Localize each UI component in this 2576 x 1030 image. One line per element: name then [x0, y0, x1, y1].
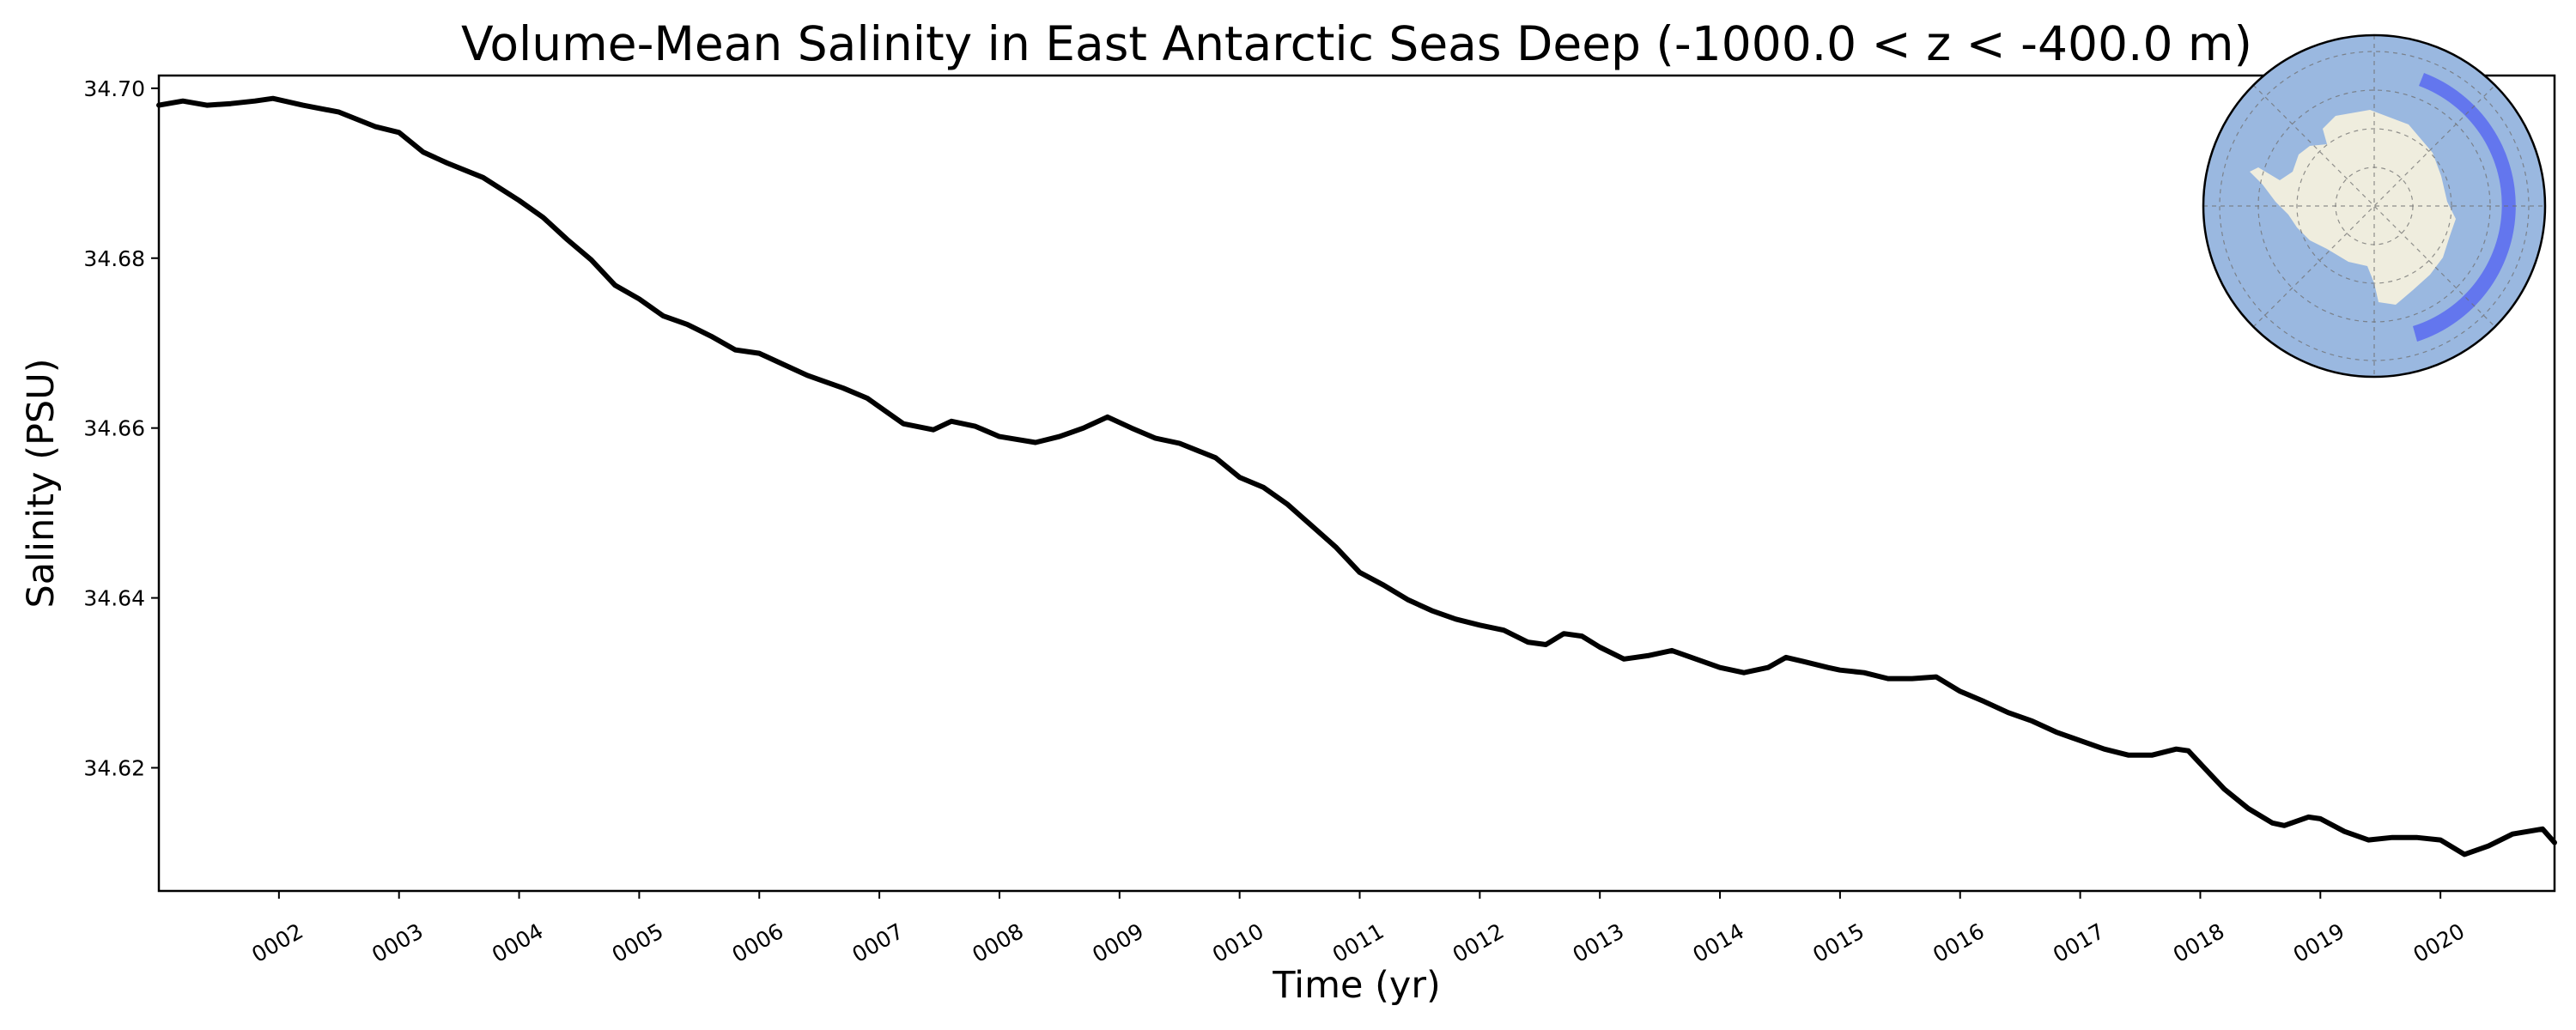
y-tick-label: 34.68 — [83, 246, 145, 271]
inset-latitude-line — [2219, 51, 2530, 361]
x-tick-label: 0003 — [368, 918, 428, 967]
inset-meridian-line — [2252, 84, 2496, 328]
x-tick-label: 0018 — [2169, 918, 2229, 967]
x-tick-label: 0008 — [968, 918, 1028, 967]
x-tick-label: 0005 — [608, 918, 668, 967]
y-tick-label: 34.70 — [83, 76, 145, 101]
y-tick-label: 34.64 — [83, 586, 145, 611]
x-tick-label: 0014 — [1688, 918, 1748, 967]
y-axis-ticks: 34.62 34.64 34.66 34.68 34.70 — [83, 76, 159, 781]
chart-title: Volume-Mean Salinity in East Antarctic S… — [461, 16, 2252, 71]
x-tick-label: 0002 — [247, 918, 307, 967]
x-tick-label: 0016 — [1929, 918, 1989, 967]
x-tick-label: 0020 — [2409, 918, 2470, 967]
x-tick-label: 0006 — [728, 918, 788, 967]
inset-meridian-line — [2252, 84, 2496, 328]
x-tick-label: 0007 — [848, 918, 908, 967]
x-tick-label: 0011 — [1328, 918, 1388, 967]
east-antarctic-seas-region — [2413, 73, 2516, 342]
x-tick-label: 0004 — [488, 918, 548, 967]
x-tick-label: 0013 — [1569, 918, 1629, 967]
plot-area — [156, 74, 2557, 893]
y-tick-label: 34.66 — [83, 416, 145, 441]
antarctica-inset-map — [2202, 33, 2547, 379]
plot-frame — [157, 74, 2556, 893]
y-axis-label: Salinity (PSU) — [20, 359, 63, 609]
inset-globe-outline — [2202, 33, 2547, 379]
inset-latitude-line — [2296, 128, 2452, 284]
x-axis-ticks: 0002 0003 0004 0005 0006 0007 0008 0009 0010 0011… — [247, 891, 2469, 967]
x-axis-label: Time (yr) — [1272, 964, 1441, 1007]
x-tick-label: 0019 — [2289, 918, 2349, 967]
x-tick-label: 0009 — [1088, 918, 1148, 967]
x-tick-label: 0015 — [1808, 918, 1868, 967]
y-tick-label: 34.62 — [83, 756, 145, 781]
antarctica-landmass — [2250, 110, 2456, 305]
x-tick-label: 0010 — [1208, 918, 1268, 967]
x-tick-label: 0012 — [1449, 918, 1509, 967]
x-tick-label: 0017 — [2049, 918, 2109, 967]
salinity-series-line — [156, 95, 2557, 857]
